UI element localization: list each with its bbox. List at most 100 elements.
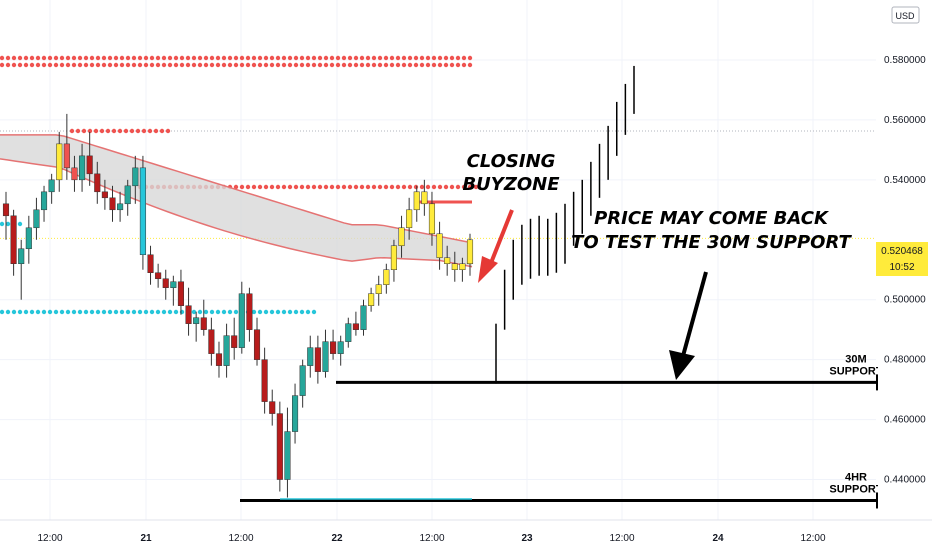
support-dot [5,221,11,227]
sell-dot [107,62,113,68]
candle-body [299,365,306,396]
resistance-dot [311,184,317,190]
price-note: PRICE MAY COME BACK TO TEST THE 30M SUPP… [571,208,852,253]
resistance-dot [449,184,455,190]
currency-badge[interactable] [891,6,920,24]
candle [330,329,337,360]
candle [2,191,10,240]
support-dot [47,309,53,315]
resistance-dot [165,128,171,134]
sell-dot [275,62,281,68]
resistance-dot [239,184,245,190]
candle-body [215,353,223,366]
candle [18,239,25,300]
candle [132,155,139,204]
candle [231,317,238,360]
candle-body [383,269,390,285]
resistance-dot [395,184,401,190]
candle [360,299,367,336]
candle-body [253,329,261,360]
time-axis: 12:00 21 12:00 22 12:00 23 12:00 24 12:00 [0,519,932,550]
resistance-dot [323,184,329,190]
sell-dot [455,55,461,61]
candle-body [185,305,192,324]
candle [276,401,283,492]
sell-dot [269,55,275,61]
resistance-dot [455,184,461,190]
sell-dot [71,62,77,68]
candle-body [79,155,86,181]
candle-body [40,191,48,211]
sell-dot [95,62,101,68]
support-levels: 30MSUPPORT0.4724164HRSUPPORT0.433018 [240,353,928,509]
support-dot [119,309,125,315]
support-dot [167,309,173,315]
sell-dot [185,62,191,68]
support-dot [17,221,23,227]
candle [261,347,268,414]
sell-dot [287,62,293,68]
support-dot [11,309,17,315]
resistance-dot [329,184,335,190]
sell-dot [233,55,239,61]
closing-buyzone-note: CLOSING BUYZONE [462,151,560,195]
resistance-dot [135,128,141,134]
sell-dot [425,62,431,68]
candle-body [444,257,451,264]
resistance-dot [141,128,147,134]
sell-dot [437,55,443,61]
support-annotation: SUPPORT [829,365,882,377]
sell-dot [263,62,269,68]
sell-dot [389,62,395,68]
sell-dot [461,62,467,68]
candle-body [94,173,101,193]
sell-dot [425,55,431,61]
candle-body [33,209,40,229]
sell-dot [47,55,53,61]
sell-dot [467,55,473,61]
sell-dot [365,62,371,68]
resistance-dot [377,184,383,190]
support-annotation: SUPPORT [829,483,882,495]
candle [314,335,321,384]
x-tick-label: 21 [140,533,152,544]
sell-dot [119,62,125,68]
x-tick-label: 22 [331,533,343,544]
sell-dot [257,62,263,68]
resistance-dot [251,184,257,190]
resistance-dot [419,184,425,190]
support-dot [197,309,203,315]
sell-dot [0,62,5,68]
sell-dot [413,55,419,61]
support-dot [191,309,197,315]
candle [307,335,314,378]
sell-dot [371,62,377,68]
candle-body [337,341,344,354]
resistance-dot [365,184,371,190]
sell-dot [11,55,17,61]
sell-dot [317,62,323,68]
sell-dot [251,62,257,68]
candle [253,317,261,366]
candle-body [269,401,276,414]
sell-dot [341,62,347,68]
sell-dot [5,55,11,61]
candle [147,245,154,285]
candle [398,215,405,258]
sell-dot [305,55,311,61]
resistance-dot [467,184,473,190]
sell-dot [143,62,149,68]
support-dot [263,309,269,315]
resistance-dot [105,128,111,134]
sell-dot [191,62,197,68]
candle-body [231,335,238,348]
sell-dot [263,55,269,61]
support-annotation: 30M [845,353,866,365]
price-axis: USD 0.580000 0.560000 0.540000 0.500000 0.48… [876,0,932,520]
support-dot [149,309,155,315]
y-tick-labels: 0.580000 0.560000 0.540000 0.500000 0.480000… [884,55,926,486]
y-tick-label: 0.440000 [884,475,926,486]
candle-body [284,431,291,480]
support-dot [305,309,311,315]
sell-dot [149,62,155,68]
